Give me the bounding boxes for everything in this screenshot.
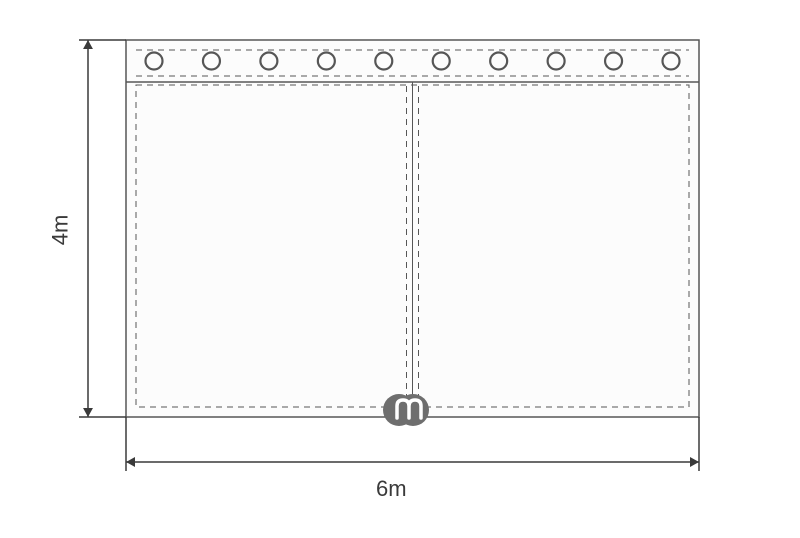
width-dimension-label: 6m (376, 476, 407, 502)
technical-diagram: 4m 6m (0, 0, 800, 533)
diagram-svg (0, 0, 800, 533)
height-dimension-label: 4m (47, 215, 73, 246)
